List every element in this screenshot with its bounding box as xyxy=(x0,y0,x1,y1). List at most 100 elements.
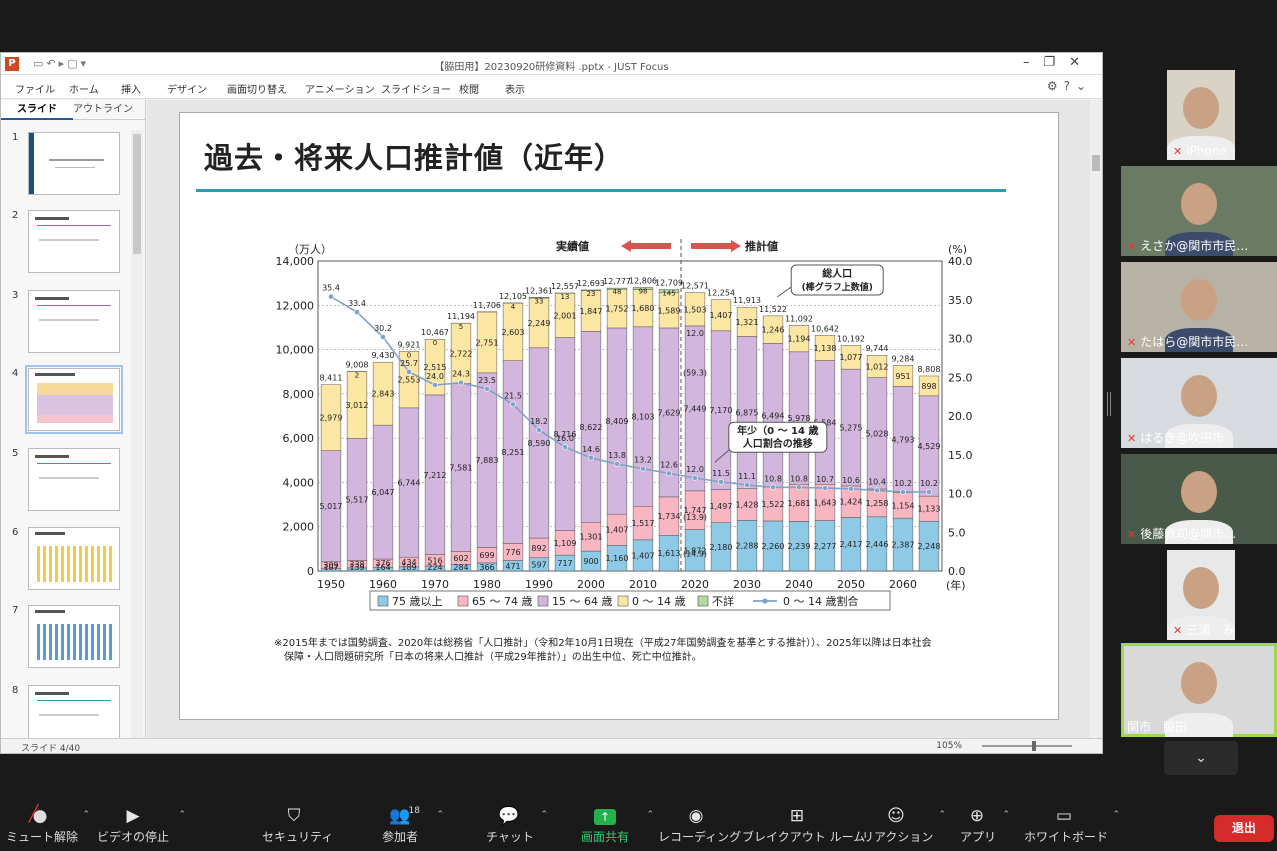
slide-thumbnail[interactable] xyxy=(28,685,120,748)
toolbar-button-chat[interactable]: 💬 チャット ⌃ xyxy=(486,800,548,851)
slide-thumbnail[interactable] xyxy=(25,365,123,434)
callout-pointer xyxy=(776,286,792,298)
tab-outline[interactable]: アウトライン xyxy=(73,104,133,115)
bar-value-label: 1,194 xyxy=(788,335,811,344)
x-tick-label: 1950 xyxy=(317,578,345,591)
bar-segment xyxy=(372,361,394,426)
ratio-label: 35.4 xyxy=(322,284,340,293)
slide-thumbnail[interactable] xyxy=(28,448,120,511)
menu-review[interactable]: 校閲 xyxy=(459,85,479,96)
toolbar-label: ビデオの停止 xyxy=(96,830,169,844)
participant-tile[interactable]: 関市 脇田 xyxy=(1121,643,1277,737)
bar-value-label: 1,407 xyxy=(710,311,733,320)
toolbar-button-reaction[interactable]: ☺ リアクション ⌃ xyxy=(862,800,946,851)
participant-face xyxy=(1183,567,1219,609)
x-tick-label: 1980 xyxy=(473,578,501,591)
settings-help-icon[interactable]: ⚙?⌄ xyxy=(1046,79,1092,93)
chevron-up-icon[interactable]: ⌃ xyxy=(646,810,654,820)
bar-total-label: 12,571 xyxy=(681,282,709,291)
slide-thumbnail[interactable] xyxy=(28,527,120,590)
toolbar-button-mic-off[interactable]: ● ╱ ミュート解除 ⌃ xyxy=(6,800,90,851)
toolbar-button-shield[interactable]: ⛉ セキュリティ xyxy=(262,800,333,851)
actual-label: 実績値 xyxy=(556,239,589,253)
x-tick-label: 1990 xyxy=(525,578,553,591)
y-tick-label: 14,000 xyxy=(276,255,315,268)
participant-body xyxy=(1165,232,1233,256)
y2-tick-label: 30.0 xyxy=(948,333,973,346)
menu-view[interactable]: 表示 xyxy=(505,85,525,96)
participant-name: えさか@関市市民… xyxy=(1140,239,1249,253)
chevron-up-icon[interactable]: ⌃ xyxy=(436,810,444,820)
toolbar-button-record[interactable]: ◉ レコーディング xyxy=(658,800,741,851)
x-tick-label: 2040 xyxy=(785,578,813,591)
participant-count: 18 xyxy=(408,806,420,816)
toolbar-button-participants[interactable]: 👥 参加者 ⌃ 18 xyxy=(372,800,444,851)
menu-design[interactable]: デザイン xyxy=(167,85,207,96)
callout-pointer xyxy=(714,449,730,463)
menu-insert[interactable]: 挿入 xyxy=(121,85,141,96)
bar-value-label: 1,109 xyxy=(554,539,577,548)
participant-tile[interactable]: ✕ たはら@関市市民… xyxy=(1121,262,1277,352)
editor-scrollbar[interactable] xyxy=(1090,100,1102,740)
bar-value-label: 1,589 xyxy=(658,306,681,315)
bar-value-label: 2,515 xyxy=(424,363,447,372)
toolbar-label: ミュート解除 xyxy=(6,830,79,844)
ratio-point xyxy=(328,293,334,300)
y2-tick-label: 40.0 xyxy=(948,255,973,268)
bar-total-label: 12,557 xyxy=(551,282,579,291)
shield-icon: ⛉ xyxy=(287,806,301,826)
leave-button[interactable]: 退出 xyxy=(1214,815,1274,842)
bar-value-label: 2,249 xyxy=(528,319,551,328)
bar-total-label: 11,092 xyxy=(785,314,813,323)
menu-file[interactable]: ファイル xyxy=(15,85,55,96)
chevron-up-icon[interactable]: ⌃ xyxy=(1002,810,1010,820)
chevron-up-icon[interactable]: ⌃ xyxy=(1112,810,1120,820)
toolbar-button-whiteboard[interactable]: ▭ ホワイトボード ⌃ xyxy=(1024,800,1120,851)
participant-name: iPhone xyxy=(1186,144,1227,158)
gallery-down-button[interactable]: ⌄ xyxy=(1164,741,1238,775)
chevron-up-icon[interactable]: ⌃ xyxy=(82,810,90,820)
bar-value-label: 1,407 xyxy=(632,551,655,560)
chevron-up-icon[interactable]: ⌃ xyxy=(540,810,548,820)
tab-slides[interactable]: スライド xyxy=(1,100,73,120)
zoom-level[interactable]: 105% xyxy=(936,741,962,751)
menu-transitions[interactable]: 画面切り替え xyxy=(227,85,287,96)
menu-slideshow[interactable]: スライドショー xyxy=(381,85,451,96)
participant-tile[interactable]: ✕ えさか@関市市民… xyxy=(1121,166,1277,256)
bar-value-label: 776 xyxy=(505,548,520,557)
participant-tile[interactable]: ✕ iPhone xyxy=(1167,70,1235,160)
slide-thumbnail[interactable] xyxy=(28,210,120,273)
bar-value-label: 8,716 xyxy=(554,430,577,439)
slide-canvas[interactable]: 過去・将来人口推計値（近年） 0 2,000 4,000 6,000 8,000 10,0… xyxy=(179,112,1059,720)
slide-thumbnail[interactable] xyxy=(28,132,120,195)
toolbar-button-breakout[interactable]: ⊞ ブレイクアウト ルーム xyxy=(742,800,865,851)
toolbar-button-share-screen[interactable]: ↑ 画面共有 ⌃ xyxy=(572,800,654,851)
bar-value-label: 107 xyxy=(323,563,338,572)
menu-home[interactable]: ホーム xyxy=(69,85,99,96)
bar-value-label: 2,751 xyxy=(476,338,499,347)
window-controls[interactable]: –❐✕ xyxy=(1022,55,1094,70)
bar-value-label: 1,246 xyxy=(762,326,785,335)
bar-segment xyxy=(866,354,888,378)
ratio-label: 10.6 xyxy=(842,476,860,485)
toolbar-button-apps[interactable]: ⊕ アプリ ⌃ xyxy=(960,800,1010,851)
menu-animations[interactable]: アニメーション xyxy=(305,85,375,96)
panel-resize-handle[interactable] xyxy=(1107,392,1111,416)
footnote-line-1: ※2015年までは国勢調査、2020年は総務省「人口推計」（令和2年10月1日現… xyxy=(274,638,932,649)
participant-name-label: ✕ iPhone xyxy=(1173,144,1227,158)
participant-tile[interactable]: ✕三浦 みよし xyxy=(1167,550,1235,640)
chevron-up-icon[interactable]: ⌃ xyxy=(938,810,946,820)
zoom-slider[interactable] xyxy=(982,741,1072,751)
toolbar-button-video[interactable]: ▶ ビデオの停止 ⌃ xyxy=(96,800,186,851)
participant-tile[interactable]: ✕ はるき@吹田市 xyxy=(1121,358,1277,448)
bar-value-label: 23 xyxy=(587,290,596,298)
thumbnail-scrollbar[interactable] xyxy=(131,130,143,740)
slide-thumbnail[interactable] xyxy=(28,290,120,353)
bar-value-label: 1,321 xyxy=(736,318,759,327)
slide-thumbnail[interactable] xyxy=(28,605,120,668)
participant-tile[interactable]: ✕ 後藤敦司@関市… xyxy=(1121,454,1277,544)
chevron-up-icon[interactable]: ⌃ xyxy=(178,810,186,820)
y-tick-label: 10,000 xyxy=(276,344,315,357)
quick-access-toolbar[interactable]: ▭↶▸▢▾ xyxy=(33,57,90,70)
bar-value-label: 7,449 xyxy=(684,404,707,413)
